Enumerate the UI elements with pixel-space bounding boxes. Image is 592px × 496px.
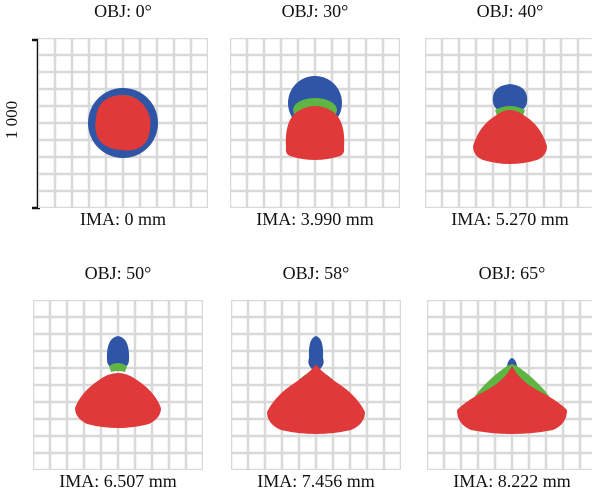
ima-label: IMA: 8.222 mm (453, 471, 571, 491)
ima-label: IMA: 5.270 mm (451, 209, 569, 229)
spot-panel-58: OBJ: 58° IMA: 7.456 mm (229, 262, 403, 496)
obj-label: OBJ: 50° (84, 263, 152, 283)
spot-plot (228, 36, 402, 210)
ima-label: IMA: 3.990 mm (256, 209, 374, 229)
spot-red (95, 95, 151, 151)
spot-plot (31, 298, 205, 472)
obj-label: OBJ: 65° (478, 263, 546, 283)
spot-panel-40: OBJ: 40° IMA: 5.270 mm (423, 0, 592, 234)
ima-label: IMA: 7.456 mm (257, 471, 375, 491)
obj-label: OBJ: 30° (281, 1, 349, 21)
spot-panel-50: OBJ: 50° IMA: 6.507 mm (31, 262, 205, 496)
spot-red (457, 366, 567, 434)
spot-red (473, 110, 547, 164)
spot-red (285, 106, 345, 160)
spot-plot (229, 298, 403, 472)
spot-blue (106, 336, 130, 370)
scale-label: 1 000 (2, 100, 21, 140)
obj-label: OBJ: 0° (94, 1, 152, 21)
spot-plot (36, 36, 210, 210)
ima-label: IMA: 6.507 mm (59, 471, 177, 491)
spot-panel-65: OBJ: 65° IMA: 8.222 mm (425, 262, 592, 496)
obj-label: OBJ: 40° (476, 1, 544, 21)
spot-panel-30: OBJ: 30° IMA: 3.990 mm (228, 0, 402, 234)
ima-label: IMA: 0 mm (79, 209, 166, 229)
spot-red (75, 373, 161, 428)
obj-label: OBJ: 58° (282, 263, 350, 283)
spot-plot (423, 36, 592, 210)
spot-plot (425, 298, 592, 472)
spot-blue (308, 336, 324, 372)
spot-panel-0: OBJ: 0° IMA: 0 mm (36, 0, 210, 234)
spot-blue (492, 84, 528, 114)
spot-red (267, 364, 365, 434)
spot-green (109, 363, 127, 372)
